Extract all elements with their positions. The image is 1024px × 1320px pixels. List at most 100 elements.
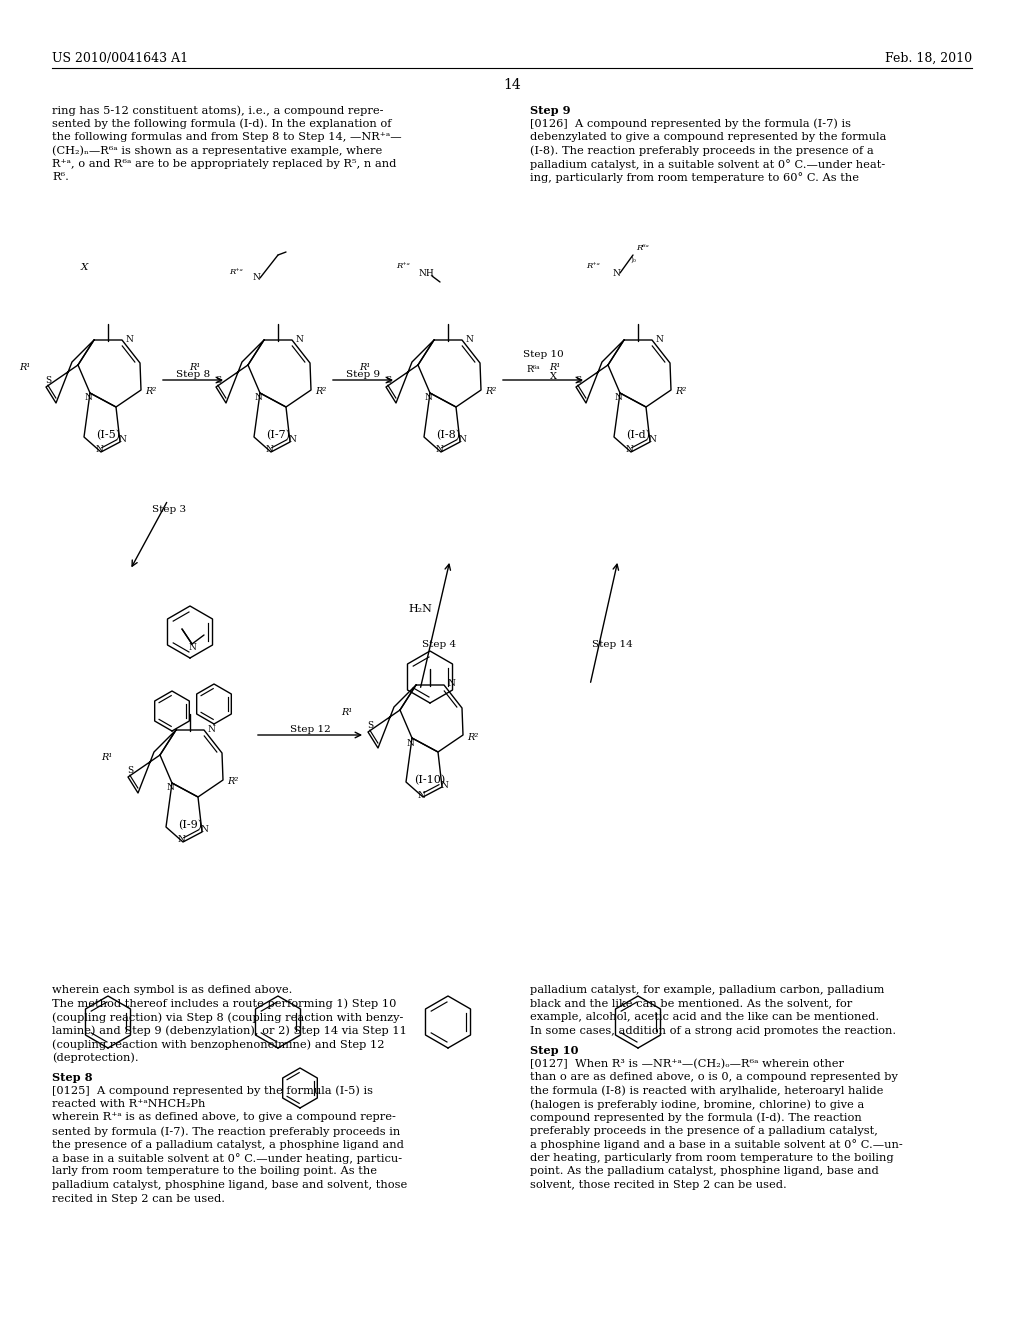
Text: N: N: [95, 446, 103, 454]
Text: R¹: R¹: [18, 363, 30, 372]
Text: US 2010/0041643 A1: US 2010/0041643 A1: [52, 51, 188, 65]
Text: S: S: [367, 721, 373, 730]
Text: Step 3: Step 3: [152, 506, 186, 513]
Text: R⁶.: R⁶.: [52, 173, 69, 182]
Text: R¹: R¹: [549, 363, 560, 372]
Text: lamine) and Step 9 (debenzylation), or 2) Step 14 via Step 11: lamine) and Step 9 (debenzylation), or 2…: [52, 1026, 407, 1036]
Text: N: N: [424, 393, 432, 403]
Text: der heating, particularly from room temperature to the boiling: der heating, particularly from room temp…: [530, 1152, 894, 1163]
Text: In some cases, addition of a strong acid promotes the reaction.: In some cases, addition of a strong acid…: [530, 1026, 896, 1035]
Text: R⁺ᵃ: R⁺ᵃ: [587, 261, 600, 271]
Text: debenzylated to give a compound represented by the formula: debenzylated to give a compound represen…: [530, 132, 887, 143]
Text: R⁺ᵃ, o and R⁶ᵃ are to be appropriately replaced by R⁵, n and: R⁺ᵃ, o and R⁶ᵃ are to be appropriately r…: [52, 158, 396, 169]
Text: X: X: [80, 264, 88, 272]
Text: (deprotection).: (deprotection).: [52, 1052, 138, 1063]
Text: (I-d): (I-d): [626, 430, 650, 440]
Text: (halogen is preferably iodine, bromine, chlorine) to give a: (halogen is preferably iodine, bromine, …: [530, 1100, 864, 1110]
Text: R²: R²: [227, 777, 239, 787]
Text: R⁺ᵃ: R⁺ᵃ: [229, 268, 243, 276]
Text: N: N: [288, 436, 296, 445]
Text: solvent, those recited in Step 2 can be used.: solvent, those recited in Step 2 can be …: [530, 1180, 786, 1191]
Text: black and the like can be mentioned. As the solvent, for: black and the like can be mentioned. As …: [530, 998, 852, 1008]
Text: N: N: [208, 725, 216, 734]
Text: N: N: [614, 393, 622, 403]
Text: ing, particularly from room temperature to 60° C. As the: ing, particularly from room temperature …: [530, 173, 859, 183]
Text: (coupling reaction with benzophenoneimine) and Step 12: (coupling reaction with benzophenoneimin…: [52, 1039, 384, 1049]
Text: example, alcohol, acetic acid and the like can be mentioned.: example, alcohol, acetic acid and the li…: [530, 1012, 880, 1022]
Text: S: S: [127, 766, 133, 775]
Text: Step 14: Step 14: [592, 640, 633, 649]
Text: point. As the palladium catalyst, phosphine ligand, base and: point. As the palladium catalyst, phosph…: [530, 1167, 879, 1176]
Text: N: N: [440, 780, 447, 789]
Text: the presence of a palladium catalyst, a phosphine ligand and: the presence of a palladium catalyst, a …: [52, 1139, 403, 1150]
Text: N: N: [200, 825, 208, 834]
Text: N: N: [84, 393, 92, 403]
Text: H₂N: H₂N: [408, 605, 432, 614]
Text: (I-5): (I-5): [96, 430, 120, 440]
Text: R¹: R¹: [358, 363, 370, 372]
Text: preferably proceeds in the presence of a palladium catalyst,: preferably proceeds in the presence of a…: [530, 1126, 878, 1137]
Text: Feb. 18, 2010: Feb. 18, 2010: [885, 51, 972, 65]
Text: N: N: [166, 784, 174, 792]
Text: 14: 14: [503, 78, 521, 92]
Text: Step 8: Step 8: [176, 370, 210, 379]
Text: the formula (I-8) is reacted with arylhalide, heteroaryl halide: the formula (I-8) is reacted with arylha…: [530, 1085, 884, 1096]
Text: N: N: [177, 836, 185, 845]
Text: N: N: [417, 791, 425, 800]
Text: R²: R²: [145, 388, 157, 396]
Text: palladium catalyst, for example, palladium carbon, palladium: palladium catalyst, for example, palladi…: [530, 985, 885, 995]
Text: N: N: [265, 446, 273, 454]
Text: N: N: [612, 268, 620, 277]
Text: R¹: R¹: [100, 752, 112, 762]
Text: wherein each symbol is as defined above.: wherein each symbol is as defined above.: [52, 985, 293, 995]
Text: NH: NH: [418, 268, 434, 277]
Text: N: N: [625, 446, 633, 454]
Text: R⁶ᵃ: R⁶ᵃ: [526, 366, 540, 374]
Text: compound represented by the formula (I-d). The reaction: compound represented by the formula (I-d…: [530, 1113, 862, 1123]
Text: N: N: [188, 643, 196, 652]
Text: sented by formula (I-7). The reaction preferably proceeds in: sented by formula (I-7). The reaction pr…: [52, 1126, 400, 1137]
Text: N: N: [254, 393, 262, 403]
Text: [0125]  A compound represented by the formula (I-5) is: [0125] A compound represented by the for…: [52, 1085, 373, 1096]
Text: N: N: [648, 436, 656, 445]
Text: recited in Step 2 can be used.: recited in Step 2 can be used.: [52, 1193, 225, 1204]
Text: sented by the following formula (I-d). In the explanation of: sented by the following formula (I-d). I…: [52, 119, 391, 129]
Text: (coupling reaction) via Step 8 (coupling reaction with benzy-: (coupling reaction) via Step 8 (coupling…: [52, 1012, 403, 1023]
Text: ring has 5-12 constituent atoms), i.e., a compound repre-: ring has 5-12 constituent atoms), i.e., …: [52, 106, 384, 116]
Text: R²: R²: [675, 388, 686, 396]
Text: )ₒ: )ₒ: [630, 256, 636, 264]
Text: a base in a suitable solvent at 0° C.—under heating, particu-: a base in a suitable solvent at 0° C.—un…: [52, 1152, 402, 1164]
Text: Step 12: Step 12: [290, 725, 331, 734]
Text: Step 4: Step 4: [422, 640, 456, 649]
Text: R¹: R¹: [341, 708, 352, 717]
Text: R⁶ᵃ: R⁶ᵃ: [636, 244, 649, 252]
Text: X: X: [550, 372, 556, 381]
Text: N: N: [466, 334, 474, 343]
Text: larly from room temperature to the boiling point. As the: larly from room temperature to the boili…: [52, 1167, 377, 1176]
Text: N: N: [126, 334, 134, 343]
Text: N: N: [458, 436, 466, 445]
Text: the following formulas and from Step 8 to Step 14, —NR⁺ᵃ—: the following formulas and from Step 8 t…: [52, 132, 401, 143]
Text: N: N: [435, 446, 443, 454]
Text: wherein R⁺ᵃ is as defined above, to give a compound repre-: wherein R⁺ᵃ is as defined above, to give…: [52, 1113, 396, 1122]
Text: N: N: [296, 334, 304, 343]
Text: N: N: [118, 436, 126, 445]
Text: Step 10: Step 10: [530, 1045, 579, 1056]
Text: R⁺ᵃ: R⁺ᵃ: [396, 261, 410, 271]
Text: S: S: [574, 376, 581, 385]
Text: (CH₂)ₙ—R⁶ᵃ is shown as a representative example, where: (CH₂)ₙ—R⁶ᵃ is shown as a representative …: [52, 145, 382, 156]
Text: N: N: [252, 273, 260, 282]
Text: S: S: [45, 376, 51, 385]
Text: palladium catalyst, phosphine ligand, base and solvent, those: palladium catalyst, phosphine ligand, ba…: [52, 1180, 408, 1191]
Text: (I-10): (I-10): [415, 775, 445, 785]
Text: N: N: [407, 738, 414, 747]
Text: (I-8). The reaction preferably proceeds in the presence of a: (I-8). The reaction preferably proceeds …: [530, 145, 873, 156]
Text: palladium catalyst, in a suitable solvent at 0° C.—under heat-: palladium catalyst, in a suitable solven…: [530, 158, 886, 170]
Text: R²: R²: [315, 388, 327, 396]
Text: S: S: [385, 376, 391, 385]
Text: Step 9: Step 9: [346, 370, 380, 379]
Text: than o are as defined above, o is 0, a compound represented by: than o are as defined above, o is 0, a c…: [530, 1072, 898, 1082]
Text: (I-7): (I-7): [266, 430, 290, 440]
Text: (I-9): (I-9): [178, 820, 202, 830]
Text: N: N: [449, 680, 456, 689]
